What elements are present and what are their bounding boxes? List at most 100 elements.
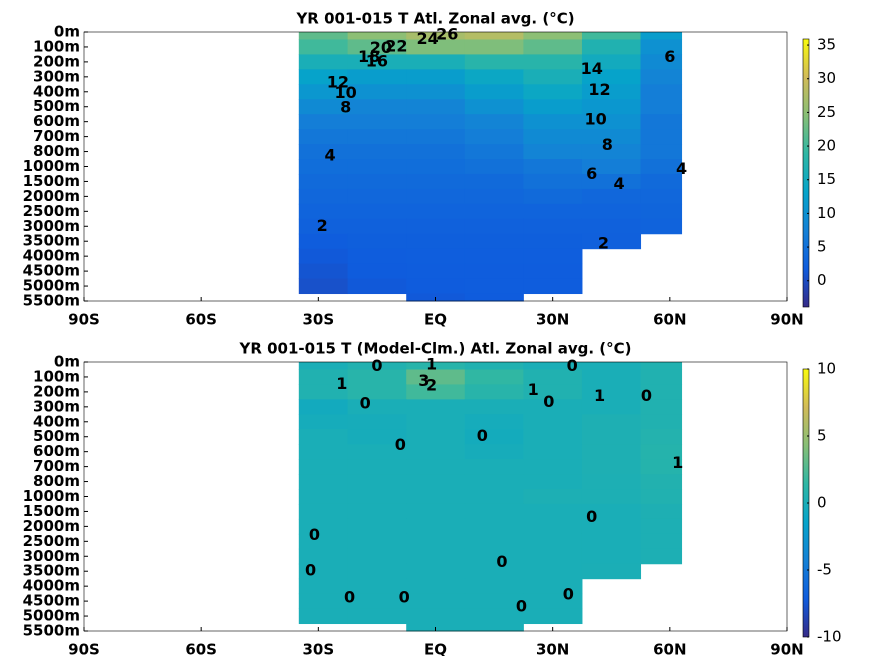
colorbar-tick-label: 5	[817, 427, 827, 445]
x-tick-label: 90N	[770, 641, 803, 656]
y-tick-label: 400m	[33, 82, 80, 100]
field-cell	[523, 69, 583, 85]
contour-label: 10	[335, 83, 357, 102]
field-cell	[581, 429, 642, 445]
y-tick-label: 500m	[33, 97, 80, 115]
contour-label: 14	[581, 59, 603, 78]
contour-label: 0	[496, 552, 507, 571]
field-cell	[298, 84, 349, 100]
colorbar-tick-label: -10	[817, 628, 842, 646]
field-cell	[581, 399, 642, 415]
field-cell	[581, 144, 642, 160]
field-cell	[406, 32, 466, 40]
field-cell	[406, 114, 466, 130]
field-cell	[581, 32, 642, 40]
y-tick-label: 5500m	[23, 292, 80, 310]
chart-title: YR 001-015 T (Model-Clm.) Atl. Zonal avg…	[238, 340, 631, 358]
contour-label: 2	[598, 234, 609, 253]
field-cell	[406, 173, 466, 190]
field-cell	[347, 369, 407, 385]
x-tick-label: 30N	[536, 641, 569, 656]
field-cell	[406, 129, 466, 145]
contour-label: 2	[426, 375, 437, 394]
field-cell	[464, 84, 524, 100]
field-cell	[581, 69, 642, 85]
field-cell	[298, 263, 349, 280]
field-cell	[347, 39, 407, 55]
field-cell	[581, 159, 642, 175]
contour-label: 0	[309, 525, 320, 544]
y-tick-label: 3000m	[23, 217, 80, 235]
field-cell	[298, 129, 349, 145]
colorbar-tick-label: 10	[817, 204, 836, 222]
contour-label: 22	[385, 36, 407, 55]
field-cell	[347, 474, 407, 490]
field-cell	[406, 399, 466, 415]
field-cell	[406, 233, 466, 250]
contour-label: 8	[340, 98, 351, 117]
field-cell	[406, 369, 466, 385]
x-tick-label: EQ	[424, 311, 447, 329]
field-cell	[347, 84, 407, 100]
field-cell	[406, 69, 466, 85]
colorbar-tick-label: 20	[817, 137, 836, 155]
y-tick-label: 3500m	[23, 232, 80, 250]
field-cell	[347, 548, 407, 565]
contour-label: 0	[586, 507, 597, 526]
field-cell	[406, 593, 466, 610]
field-cell	[347, 503, 407, 520]
colorbar-tick-label: 5	[817, 238, 827, 256]
field-cell	[406, 362, 466, 370]
x-tick-label: 30S	[302, 641, 334, 656]
field-cell	[406, 429, 466, 445]
field-cell	[581, 533, 642, 550]
y-tick-label: 1500m	[23, 502, 80, 520]
field-cell	[298, 32, 349, 40]
field-cell	[523, 188, 583, 205]
field-cell	[464, 429, 524, 445]
colorbar-tick-label: 35	[817, 36, 836, 54]
y-tick-label: 2000m	[23, 187, 80, 205]
x-tick-label: 60N	[653, 311, 686, 329]
contour-label: 0	[477, 426, 488, 445]
field-cell	[523, 503, 583, 520]
field-cell	[581, 563, 642, 580]
field-cell	[640, 144, 683, 160]
field-cell	[581, 188, 642, 205]
field-cell	[581, 362, 642, 370]
field-cell	[523, 399, 583, 415]
contour-label: 24	[417, 29, 439, 48]
y-tick-label: 3500m	[23, 562, 80, 580]
field-cell	[298, 593, 349, 610]
field-cell	[581, 84, 642, 100]
field-cell	[406, 608, 466, 625]
contour-label: 1	[426, 354, 437, 373]
field-cell	[640, 459, 683, 475]
field-cell	[464, 188, 524, 205]
field-cell	[640, 503, 683, 520]
field-cell	[347, 144, 407, 160]
field-cell	[298, 218, 349, 235]
y-tick-label: 0m	[54, 23, 80, 41]
field-cell	[298, 533, 349, 550]
field-cell	[581, 218, 642, 235]
contour-label: 12	[588, 80, 610, 99]
field-cell	[298, 518, 349, 535]
contour-label: 6	[664, 47, 675, 66]
field-cell	[298, 69, 349, 85]
field-cell	[347, 233, 407, 250]
field-cell	[347, 203, 407, 220]
contour-label: 0	[399, 588, 410, 607]
field-cell	[581, 129, 642, 145]
field-cell	[347, 69, 407, 85]
field-cell	[640, 203, 683, 220]
field-cell	[523, 414, 583, 430]
field-cell	[298, 114, 349, 130]
field-cell	[347, 578, 407, 595]
contour-label: 4	[324, 146, 335, 165]
contour-label: 0	[543, 392, 554, 411]
field-cell	[581, 444, 642, 460]
y-tick-label: 5500m	[23, 622, 80, 640]
field-cell	[581, 384, 642, 400]
x-tick-label: 60S	[185, 311, 217, 329]
